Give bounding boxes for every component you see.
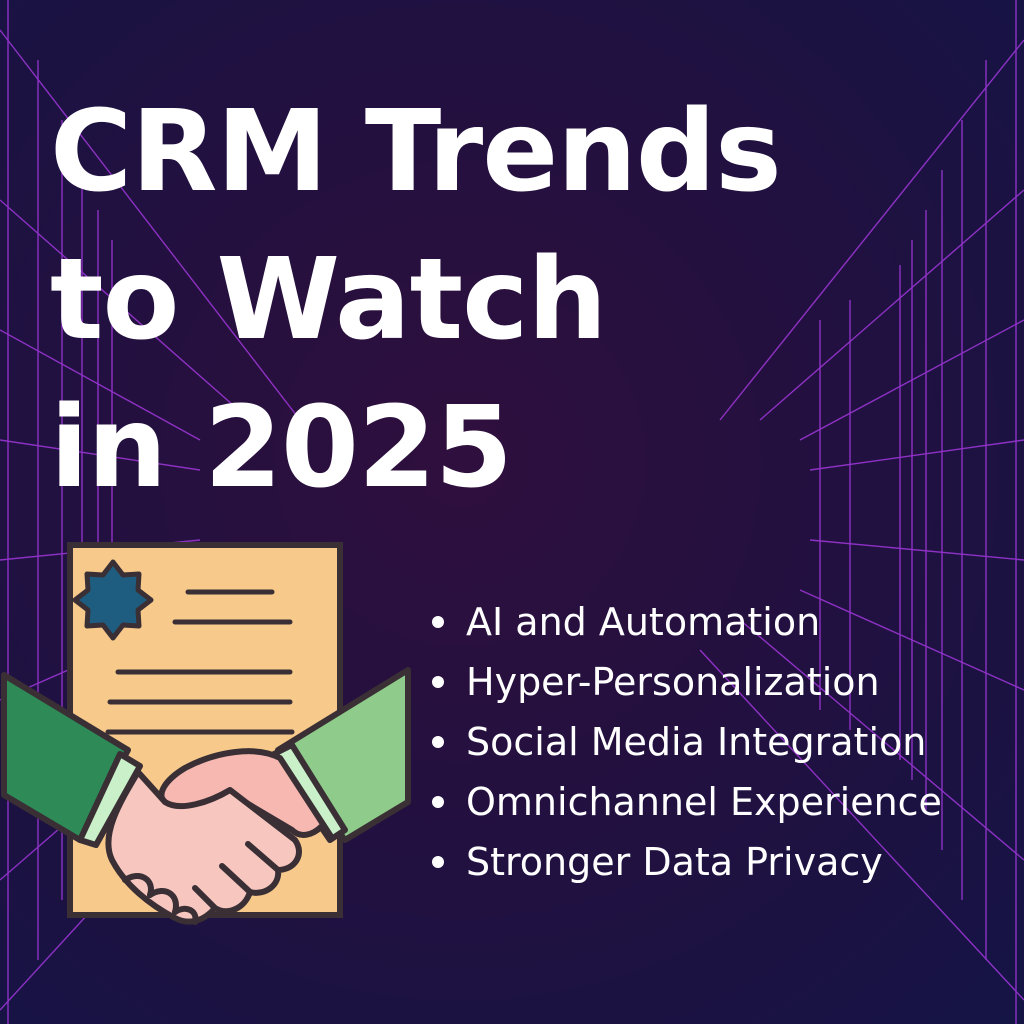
title-line-1: CRM Trends: [50, 87, 782, 217]
list-item: AI and Automation: [428, 592, 1018, 652]
bullet-dot-icon: [432, 675, 444, 688]
seal-icon: [72, 559, 154, 641]
contract-handshake-illustration: [1, 542, 411, 925]
bullet-dot-icon: [432, 735, 444, 748]
list-item-label: Stronger Data Privacy: [466, 840, 883, 884]
handshake-icon: [1, 667, 411, 925]
list-item-label: Social Media Integration: [466, 720, 927, 764]
list-item-label: Hyper-Personalization: [466, 660, 880, 704]
bullet-dot-icon: [432, 855, 444, 868]
page-title: CRM Trends to Watch in 2025: [50, 78, 782, 522]
list-item-label: Omnichannel Experience: [466, 780, 942, 824]
title-line-2: to Watch: [50, 235, 607, 365]
list-item: Social Media Integration: [428, 712, 1018, 772]
list-item: Hyper-Personalization: [428, 652, 1018, 712]
bullet-dot-icon: [432, 795, 444, 808]
list-item-label: AI and Automation: [466, 600, 821, 644]
trends-list: AI and Automation Hyper-Personalization …: [428, 592, 1018, 892]
list-item: Stronger Data Privacy: [428, 832, 1018, 892]
bullet-dot-icon: [432, 615, 444, 628]
list-item: Omnichannel Experience: [428, 772, 1018, 832]
title-line-3: in 2025: [50, 383, 513, 513]
